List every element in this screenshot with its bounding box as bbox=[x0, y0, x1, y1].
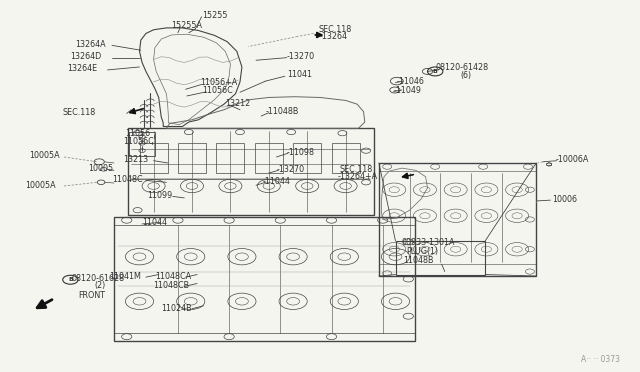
Text: (6): (6) bbox=[461, 71, 472, 80]
Text: FRONT: FRONT bbox=[78, 291, 105, 300]
Text: 13264D: 13264D bbox=[70, 52, 102, 61]
Text: 15255: 15255 bbox=[202, 11, 228, 20]
Text: -11098: -11098 bbox=[287, 148, 315, 157]
Text: 10005A: 10005A bbox=[26, 181, 56, 190]
Text: -13264+A: -13264+A bbox=[338, 172, 378, 181]
Text: 10005: 10005 bbox=[88, 164, 113, 173]
Text: 11056C: 11056C bbox=[202, 86, 233, 94]
Text: -11048B: -11048B bbox=[266, 107, 299, 116]
Text: -13264: -13264 bbox=[320, 32, 348, 41]
Bar bbox=[255, 143, 283, 173]
Text: -11044: -11044 bbox=[262, 177, 291, 186]
Text: 11048CA: 11048CA bbox=[155, 272, 191, 280]
Text: 15255A: 15255A bbox=[172, 21, 202, 30]
Text: 08120-61428: 08120-61428 bbox=[435, 63, 488, 72]
Text: PLUG(1): PLUG(1) bbox=[406, 247, 438, 256]
Text: 10006: 10006 bbox=[552, 195, 577, 203]
Text: 11024B: 11024B bbox=[161, 304, 192, 312]
Text: SEC.118: SEC.118 bbox=[339, 165, 372, 174]
Text: (2): (2) bbox=[95, 281, 106, 290]
Text: 11048CB: 11048CB bbox=[154, 281, 189, 290]
Text: -11046: -11046 bbox=[397, 77, 425, 86]
Text: 11056C: 11056C bbox=[123, 137, 154, 146]
Text: 11048C: 11048C bbox=[112, 175, 143, 184]
Text: -11049: -11049 bbox=[394, 86, 422, 94]
Text: A·· ·· 0373: A·· ·· 0373 bbox=[580, 355, 620, 364]
Text: -13270: -13270 bbox=[287, 52, 315, 61]
Bar bbox=[332, 143, 360, 173]
Text: B: B bbox=[433, 69, 438, 74]
Text: 10005A: 10005A bbox=[29, 151, 60, 160]
Text: 13264E: 13264E bbox=[67, 64, 97, 73]
Text: 11044: 11044 bbox=[142, 218, 167, 227]
Text: SEC.118: SEC.118 bbox=[63, 108, 96, 117]
Text: 00933-1301A: 00933-1301A bbox=[402, 238, 456, 247]
Text: 11056: 11056 bbox=[125, 129, 150, 138]
Text: 13213: 13213 bbox=[123, 155, 148, 164]
Text: 08120-61628: 08120-61628 bbox=[72, 274, 125, 283]
Text: 13212: 13212 bbox=[225, 99, 250, 108]
Bar bbox=[216, 143, 244, 173]
Text: 11099: 11099 bbox=[147, 191, 172, 200]
Text: 11041M: 11041M bbox=[109, 272, 141, 280]
Text: 11041: 11041 bbox=[287, 70, 312, 79]
Text: SEC.118: SEC.118 bbox=[319, 25, 352, 34]
Text: -10006A: -10006A bbox=[556, 155, 589, 164]
Bar bbox=[293, 143, 321, 173]
Bar bbox=[140, 143, 168, 173]
Text: 11056+A: 11056+A bbox=[200, 78, 237, 87]
Bar bbox=[178, 143, 206, 173]
Text: 13264A: 13264A bbox=[76, 40, 106, 49]
Text: -13270: -13270 bbox=[276, 165, 305, 174]
Text: 11048B: 11048B bbox=[403, 256, 434, 265]
Text: B: B bbox=[68, 277, 73, 282]
